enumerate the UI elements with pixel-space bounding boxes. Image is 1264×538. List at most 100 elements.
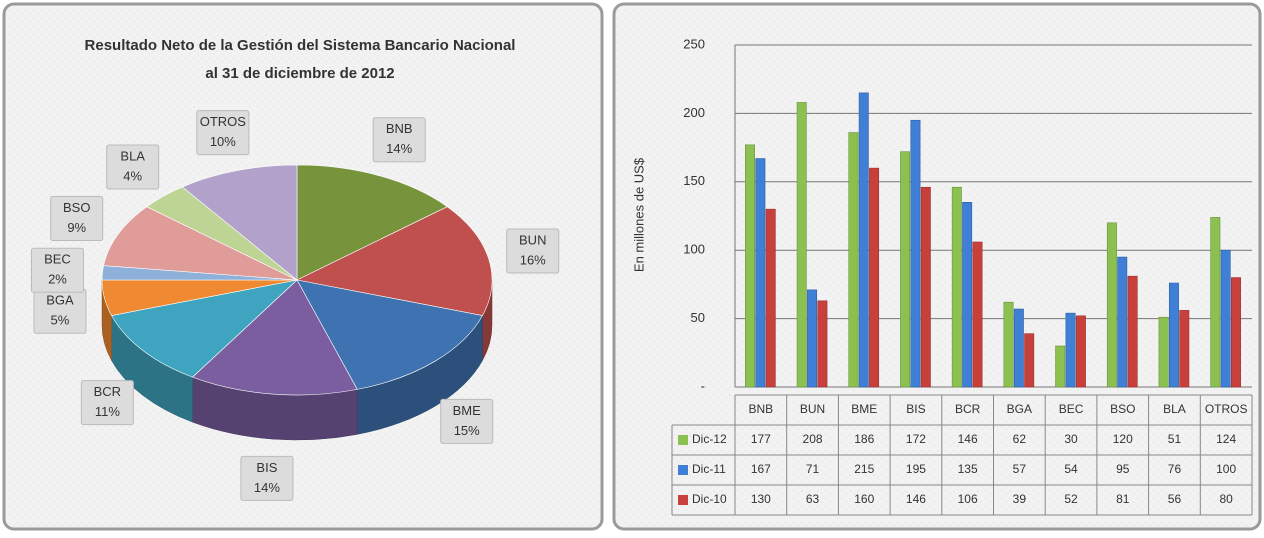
pie-label-value: 4%	[123, 168, 142, 183]
table-value: 146	[906, 492, 926, 506]
bar	[1065, 312, 1076, 388]
pie-label-value: 16%	[520, 252, 546, 267]
table-value: 124	[1216, 432, 1236, 446]
bar	[817, 300, 828, 388]
table-value: 167	[751, 462, 771, 476]
pie-slice	[296, 279, 483, 390]
pie-label-box	[80, 380, 134, 426]
table-value: 186	[854, 432, 874, 446]
bar	[972, 241, 983, 388]
bar	[962, 202, 973, 388]
x-tick-label: BIS	[906, 402, 925, 416]
bar	[1003, 301, 1014, 388]
pie-label-value: 5%	[51, 313, 70, 328]
table-value: 146	[958, 432, 978, 446]
x-tick-label: BNB	[749, 402, 774, 416]
pie-label-box	[240, 455, 294, 501]
table-value: 63	[806, 492, 820, 506]
table-value: 130	[751, 492, 771, 506]
pie-slice	[191, 279, 358, 396]
pie-slice	[296, 206, 493, 316]
table-value: 208	[803, 432, 823, 446]
legend-label: Dic-11	[692, 462, 726, 476]
pie-label-name: BSO	[63, 200, 90, 215]
y-tick-label: 250	[683, 36, 705, 51]
y-tick-label: 50	[691, 310, 705, 325]
x-tick-label: BEC	[1059, 402, 1084, 416]
pie-label-box	[440, 398, 494, 444]
bar	[1075, 315, 1086, 388]
pie-label-value: 9%	[67, 220, 86, 235]
pie-label-box	[106, 144, 160, 190]
bar	[1220, 249, 1231, 388]
table-value: 30	[1064, 432, 1078, 446]
pie-label-name: BUN	[519, 232, 546, 247]
pie-label-name: BGA	[46, 293, 74, 308]
bar	[1127, 275, 1138, 388]
table-value: 215	[854, 462, 874, 476]
table-value: 54	[1064, 462, 1078, 476]
pie-slice	[181, 164, 298, 281]
legend-swatch	[678, 495, 688, 505]
pie-title: al 31 de diciembre de 2012	[205, 65, 394, 82]
table-value: 160	[854, 492, 874, 506]
bar	[755, 158, 766, 388]
legend-swatch	[678, 435, 688, 445]
pie-slice	[296, 164, 448, 281]
bar	[1117, 256, 1128, 388]
pie-label-box	[372, 117, 426, 163]
table-value: 39	[1013, 492, 1027, 506]
x-tick-label: OTROS	[1205, 402, 1248, 416]
bar	[1231, 277, 1241, 388]
pie-label-name: BEC	[44, 252, 71, 267]
x-tick-label: BSO	[1110, 402, 1135, 416]
bar	[1013, 308, 1024, 388]
table-value: 51	[1168, 432, 1182, 446]
bar-panel	[612, 2, 1262, 531]
pie-label-box	[196, 110, 250, 156]
bar	[1179, 310, 1190, 388]
bar	[1158, 316, 1169, 388]
table-value: 57	[1013, 462, 1027, 476]
pie-label-name: BNB	[386, 121, 413, 136]
pie-slice	[111, 279, 298, 378]
x-tick-label: BLA	[1163, 402, 1186, 416]
pie-slice	[103, 206, 298, 281]
table-value: 195	[906, 462, 926, 476]
pie-title: Resultado Neto de la Gestión del Sistema…	[85, 37, 516, 54]
y-tick-label: -	[701, 378, 705, 393]
bar	[1106, 222, 1117, 388]
y-axis-label: En millones de US$	[631, 157, 646, 272]
bar	[1168, 282, 1179, 388]
x-tick-label: BME	[851, 402, 877, 416]
y-tick-label: 150	[683, 173, 705, 188]
pie-label-box	[506, 228, 560, 274]
bar	[920, 186, 931, 388]
bar	[869, 167, 880, 388]
pie-label-value: 11%	[95, 404, 120, 419]
pie-label-name: BCR	[94, 384, 121, 399]
bar	[1024, 333, 1035, 388]
legend-label: Dic-12	[692, 432, 727, 446]
legend-label: Dic-10	[692, 492, 727, 506]
x-tick-label: BGA	[1007, 402, 1032, 416]
table-value: 177	[751, 432, 771, 446]
bar	[807, 289, 818, 388]
table-value: 81	[1116, 492, 1130, 506]
table-value: 106	[958, 492, 978, 506]
x-tick-label: BUN	[800, 402, 825, 416]
pie-label-name: BIS	[256, 460, 277, 475]
bar	[1210, 217, 1221, 388]
pie-label-name: BLA	[120, 148, 145, 163]
bar	[796, 102, 807, 388]
bar	[765, 208, 776, 388]
table-value: 52	[1064, 492, 1078, 506]
pie-label-value: 14%	[386, 141, 412, 156]
pie-label-value: 2%	[48, 272, 67, 287]
bar	[1055, 345, 1066, 388]
x-tick-label: BCR	[955, 402, 981, 416]
table-value: 80	[1219, 492, 1233, 506]
pie-label-value: 10%	[210, 134, 236, 149]
pie-label-name: OTROS	[200, 114, 247, 129]
